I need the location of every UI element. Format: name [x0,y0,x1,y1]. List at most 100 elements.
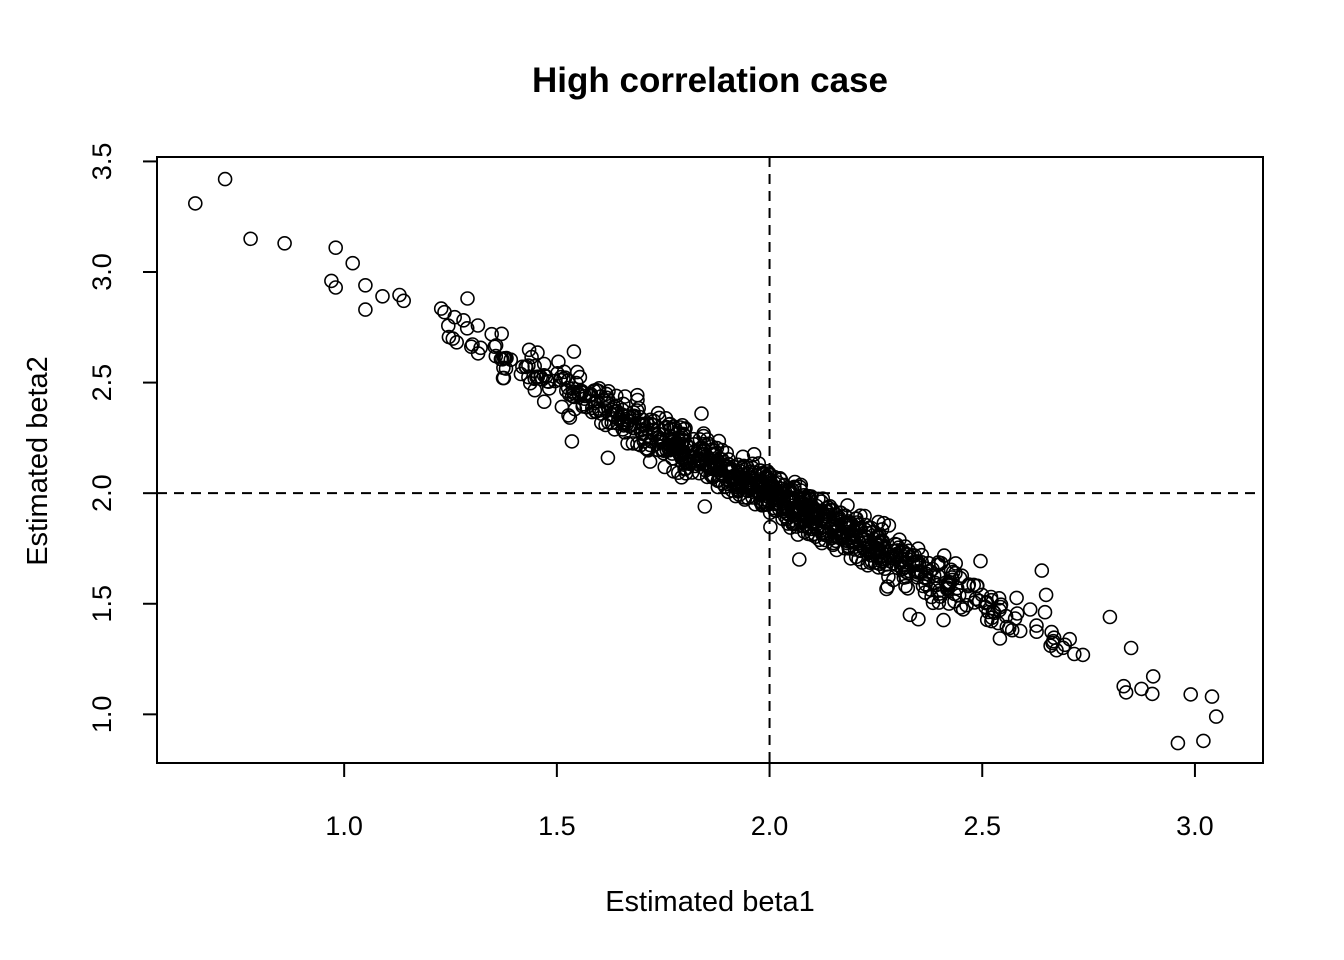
data-point [952,570,968,586]
data-point [1009,606,1025,621]
data-point [871,530,887,546]
data-point [877,561,893,577]
data-point [561,373,576,388]
data-point [375,288,390,304]
data-point [569,375,584,391]
data-point [936,612,951,628]
data-point [503,352,519,368]
data-point [243,231,258,247]
data-point [620,413,636,429]
data-point [598,386,614,402]
data-point [1022,602,1038,617]
data-point [560,380,576,396]
data-point [724,483,740,498]
data-point [592,403,607,418]
data-point [449,334,465,350]
data-point [494,326,510,342]
data-point [789,516,805,532]
data-point [943,562,959,578]
data-point [833,514,849,530]
data-point [460,291,475,306]
data-point [898,564,914,580]
data-point [456,312,471,328]
data-point [396,293,412,309]
data-point [1038,587,1054,603]
data-point [816,527,832,543]
data-point [880,579,896,594]
data-point [902,607,918,623]
data-point [665,450,680,466]
x-tick-label: 1.0 [325,811,363,841]
data-point [1055,640,1071,656]
data-point [527,382,543,398]
data-point [538,369,554,384]
data-point [1037,604,1053,620]
data-point [755,497,771,513]
data-point [447,309,463,325]
data-point [536,394,552,410]
data-point [692,448,707,464]
data-point [722,473,737,489]
data-point [188,196,203,211]
data-point [926,568,942,584]
data-point [973,553,988,569]
data-point [1102,609,1118,625]
data-point [1009,590,1024,606]
data-point [985,603,1001,619]
data-point [731,482,747,498]
data-point [694,406,709,421]
data-point [666,436,682,452]
data-point [842,516,858,531]
data-point [488,338,504,353]
data-point [1116,678,1131,694]
data-point [648,436,664,452]
data-point [488,348,504,364]
data-point [1170,735,1186,751]
data-point [496,360,511,376]
data-point [861,520,877,536]
data-point [886,543,902,559]
data-point [599,390,614,406]
data-point [459,320,475,336]
data-point [358,277,373,293]
data-point [867,547,883,562]
data-point [217,171,233,187]
data-point [1067,646,1082,662]
data-point [658,410,674,426]
data-point [666,431,682,447]
data-point [328,240,344,255]
x-tick-label: 1.5 [538,811,576,841]
data-point [793,483,809,498]
data-point [930,568,946,584]
data-point [848,549,864,565]
y-axis-label: Estimated beta2 [22,356,54,566]
data-point [676,452,692,468]
data-point [1183,687,1198,702]
data-point [620,435,635,451]
data-point [521,342,537,358]
data-point [470,318,486,333]
data-point [798,514,813,529]
x-tick-label: 3.0 [1176,811,1214,841]
data-point [570,385,586,400]
data-point [515,359,530,375]
data-point [643,416,659,432]
data-point [657,459,673,475]
x-tick-label: 2.5 [963,811,1001,841]
data-point [736,458,752,474]
data-point [763,519,778,535]
data-point [345,255,361,271]
data-point [881,569,896,585]
data-point [790,527,806,542]
x-tick-label: 2.0 [751,811,789,841]
y-tick-label: 1.5 [87,585,117,623]
data-point [991,590,1007,606]
data-point [931,595,947,610]
data-point [821,500,836,515]
data-point [553,369,569,385]
data-point [960,578,976,594]
data-point [704,461,719,477]
data-point [928,577,944,593]
data-point [591,401,606,416]
data-point [761,483,776,499]
